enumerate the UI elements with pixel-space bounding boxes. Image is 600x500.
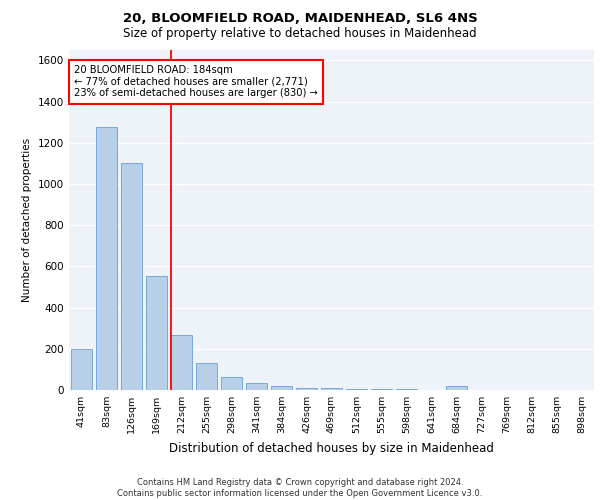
Bar	[296, 388, 317, 390]
Text: Contains HM Land Registry data © Crown copyright and database right 2024.
Contai: Contains HM Land Registry data © Crown c…	[118, 478, 482, 498]
Text: 20 BLOOMFIELD ROAD: 184sqm
← 77% of detached houses are smaller (2,771)
23% of s: 20 BLOOMFIELD ROAD: 184sqm ← 77% of deta…	[74, 66, 318, 98]
Bar	[271, 386, 292, 390]
X-axis label: Distribution of detached houses by size in Maidenhead: Distribution of detached houses by size …	[169, 442, 494, 454]
Bar	[446, 386, 467, 390]
Bar	[121, 164, 142, 390]
Bar	[146, 276, 167, 390]
Bar	[221, 376, 242, 390]
Bar	[396, 389, 417, 390]
Bar	[171, 336, 192, 390]
Bar	[196, 363, 217, 390]
Y-axis label: Number of detached properties: Number of detached properties	[22, 138, 32, 302]
Bar	[71, 349, 92, 390]
Text: Size of property relative to detached houses in Maidenhead: Size of property relative to detached ho…	[123, 28, 477, 40]
Text: 20, BLOOMFIELD ROAD, MAIDENHEAD, SL6 4NS: 20, BLOOMFIELD ROAD, MAIDENHEAD, SL6 4NS	[122, 12, 478, 26]
Bar	[321, 388, 342, 390]
Bar	[96, 128, 117, 390]
Bar	[371, 389, 392, 390]
Bar	[246, 383, 267, 390]
Bar	[346, 389, 367, 390]
